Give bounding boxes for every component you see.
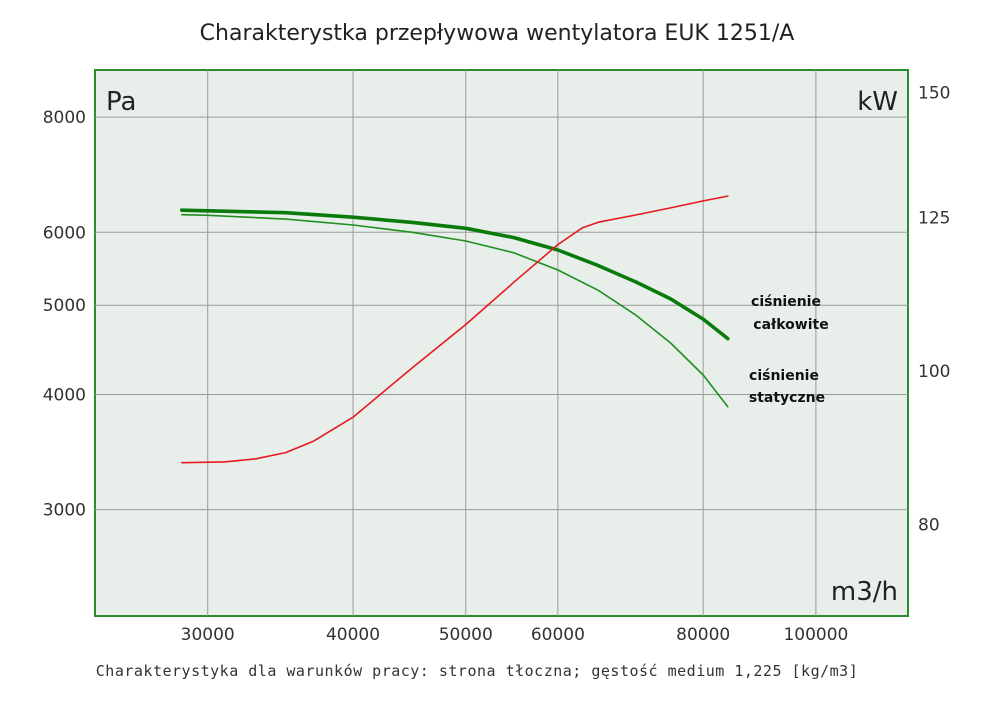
y2-tick-label: 80 xyxy=(918,515,940,535)
y2-tick-label: 150 xyxy=(918,84,950,104)
y-tick-label: 4000 xyxy=(43,386,86,406)
label-total-pressure-line2: całkowite xyxy=(753,317,828,333)
chart-title: Charakterystka przepływowa wentylatora E… xyxy=(200,21,795,46)
y2-tick-label: 125 xyxy=(918,209,950,229)
plot-area xyxy=(94,69,909,617)
label-total-pressure-line1: ciśnienie xyxy=(751,294,821,310)
y-tick-label: 6000 xyxy=(43,223,86,243)
label-static-pressure-line1: ciśnienie xyxy=(749,368,819,384)
label-static-pressure: ciśnienie statyczne xyxy=(749,368,825,406)
series-static-pressure-line xyxy=(181,213,729,408)
x-tick-label: 60000 xyxy=(531,625,585,645)
grid xyxy=(95,70,908,616)
x-tick-label: 30000 xyxy=(181,625,235,645)
y-tick-label: 3000 xyxy=(43,501,86,521)
series-layer xyxy=(180,195,730,464)
y-tick-label: 8000 xyxy=(43,108,86,128)
y-axis-ticks: 3000 4000 5000 6000 8000 xyxy=(43,108,86,521)
series-total-pressure-line xyxy=(180,208,730,341)
footnote: Charakterystyka dla warunków pracy: stro… xyxy=(96,662,858,680)
x-axis-ticks: 30000 40000 50000 60000 80000 100000 xyxy=(181,625,849,645)
y2-tick-label: 100 xyxy=(918,362,950,382)
x-tick-label: 100000 xyxy=(783,625,848,645)
x-axis-unit: m3/h xyxy=(831,577,898,607)
y2-axis-unit: kW xyxy=(857,87,898,117)
y-tick-label: 5000 xyxy=(43,296,86,316)
series-power-line xyxy=(181,195,729,464)
x-tick-label: 80000 xyxy=(676,625,730,645)
y2-axis-ticks: 80 100 125 150 xyxy=(918,84,950,536)
label-static-pressure-line2: statyczne xyxy=(749,390,825,406)
x-tick-label: 50000 xyxy=(439,625,493,645)
y-axis-unit: Pa xyxy=(106,87,136,117)
label-total-pressure: ciśnienie całkowite xyxy=(751,294,829,333)
x-tick-label: 40000 xyxy=(326,625,380,645)
